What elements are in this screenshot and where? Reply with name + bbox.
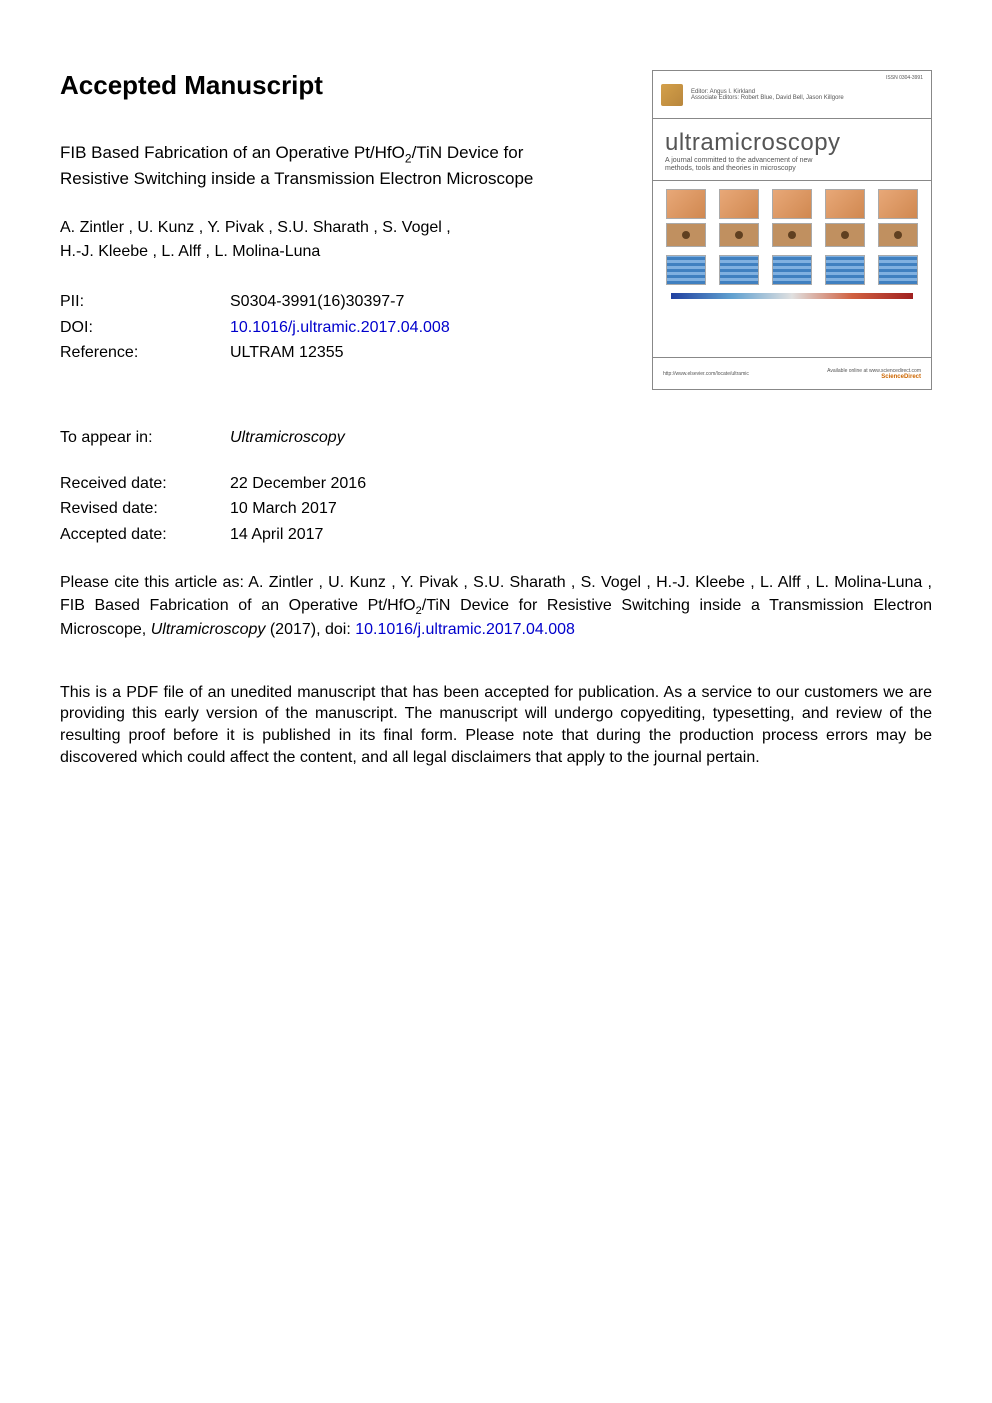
citation-journal: Ultramicroscopy	[151, 621, 266, 638]
cover-assoc-editors: Associate Editors: Robert Blue, David Be…	[691, 95, 886, 101]
appear-value: Ultramicroscopy	[230, 425, 345, 451]
accepted-label: Accepted date:	[60, 522, 230, 548]
cover-colorbar	[671, 293, 913, 299]
title-part1: FIB Based Fabrication of an Operative Pt…	[60, 143, 405, 162]
pii-value: S0304-3991(16)30397-7	[230, 289, 404, 315]
cover-journal-name: ultramicroscopy	[665, 129, 919, 157]
cover-issn: ISSN 0304-3991	[886, 75, 923, 81]
revised-value: 10 March 2017	[230, 496, 337, 522]
cover-thumb	[825, 255, 865, 285]
cover-footer: http://www.elsevier.com/locate/ultramic …	[653, 357, 931, 389]
citation-block: Please cite this article as: A. Zintler …	[60, 572, 932, 641]
pii-label: PII:	[60, 289, 230, 315]
reference-value: ULTRAM 12355	[230, 340, 344, 366]
cover-header: Editor: Angus I. Kirkland Associate Edit…	[653, 71, 931, 119]
cover-images	[653, 181, 931, 357]
elsevier-logo	[661, 84, 683, 106]
cover-editors: Editor: Angus I. Kirkland Associate Edit…	[691, 89, 886, 101]
journal-cover: Editor: Angus I. Kirkland Associate Edit…	[652, 70, 932, 390]
sciencedirect-label: ScienceDirect	[827, 374, 921, 380]
cover-thumb	[666, 189, 706, 219]
cover-thumb	[878, 189, 918, 219]
page-heading: Accepted Manuscript	[60, 70, 632, 101]
cover-thumb	[772, 223, 812, 247]
cover-tagline2: methods, tools and theories in microscop…	[665, 165, 919, 173]
cover-tagline1: A journal committed to the advancement o…	[665, 157, 919, 165]
appear-label: To appear in:	[60, 425, 230, 451]
cover-thumb	[666, 223, 706, 247]
reference-label: Reference:	[60, 340, 230, 366]
cover-thumb	[878, 255, 918, 285]
metadata-table: PII: S0304-3991(16)30397-7 DOI: 10.1016/…	[60, 289, 632, 366]
cover-thumb	[772, 189, 812, 219]
doi-label: DOI:	[60, 315, 230, 341]
doi-link[interactable]: 10.1016/j.ultramic.2017.04.008	[230, 315, 450, 341]
article-title: FIB Based Fabrication of an Operative Pt…	[60, 141, 580, 191]
cover-thumb	[719, 223, 759, 247]
title-part1-cont: /TiN Device for	[412, 143, 524, 162]
cover-footer-url: http://www.elsevier.com/locate/ultramic	[663, 371, 749, 377]
received-label: Received date:	[60, 471, 230, 497]
cover-thumb	[825, 189, 865, 219]
received-value: 22 December 2016	[230, 471, 366, 497]
cover-title-section: ultramicroscopy A journal committed to t…	[653, 119, 931, 181]
cover-thumb	[772, 255, 812, 285]
citation-suffix: (2017), doi:	[265, 621, 355, 638]
accepted-value: 14 April 2017	[230, 522, 323, 548]
citation-doi-link[interactable]: 10.1016/j.ultramic.2017.04.008	[355, 621, 575, 638]
authors-line1: A. Zintler , U. Kunz , Y. Pivak , S.U. S…	[60, 216, 600, 240]
title-part2: Resistive Switching inside a Transmissio…	[60, 169, 533, 188]
cover-thumb	[825, 223, 865, 247]
cover-thumb	[719, 189, 759, 219]
disclaimer: This is a PDF file of an unedited manusc…	[60, 682, 932, 768]
dates-section: Received date: 22 December 2016 Revised …	[60, 471, 932, 548]
cover-footer-avail: Available online at www.sciencedirect.co…	[827, 368, 921, 374]
cover-thumb	[878, 223, 918, 247]
authors: A. Zintler , U. Kunz , Y. Pivak , S.U. S…	[60, 216, 600, 264]
appear-section: To appear in: Ultramicroscopy	[60, 425, 932, 451]
authors-line2: H.-J. Kleebe , L. Alff , L. Molina-Luna	[60, 240, 600, 264]
revised-label: Revised date:	[60, 496, 230, 522]
cover-thumb	[719, 255, 759, 285]
title-sub: 2	[405, 151, 412, 165]
cover-thumb	[666, 255, 706, 285]
